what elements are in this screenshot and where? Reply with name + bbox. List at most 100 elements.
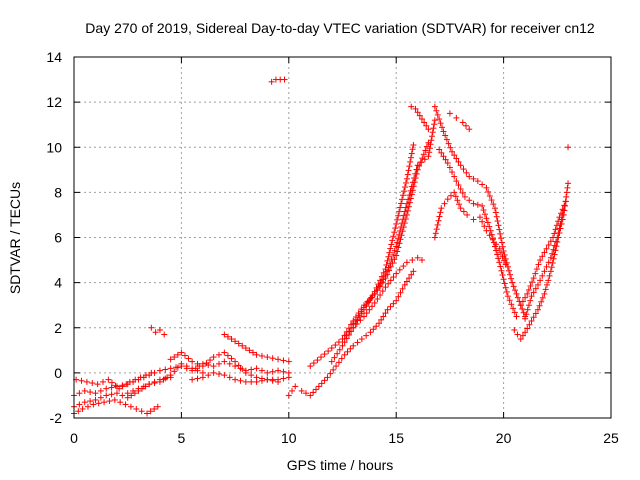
data-point bbox=[456, 201, 463, 208]
data-point bbox=[542, 286, 549, 293]
data-point bbox=[280, 357, 287, 364]
data-point bbox=[130, 387, 137, 394]
data-point bbox=[174, 351, 181, 358]
data-point bbox=[275, 356, 282, 363]
data-point bbox=[483, 227, 490, 234]
data-point bbox=[429, 133, 435, 140]
data-point bbox=[376, 320, 383, 327]
data-point bbox=[123, 381, 130, 388]
data-point bbox=[492, 205, 499, 212]
x-axis-label: GPS time / hours bbox=[287, 457, 394, 473]
data-point bbox=[502, 284, 509, 291]
data-point bbox=[558, 216, 565, 223]
data-point bbox=[461, 193, 468, 200]
data-point bbox=[412, 170, 419, 177]
axis-layer: 0 5 10 15 20 25 -2 0 2 4 6 8 10 12 14 bbox=[46, 49, 619, 446]
data-point bbox=[401, 184, 408, 191]
data-point bbox=[447, 192, 454, 199]
data-point bbox=[488, 197, 495, 204]
data-point bbox=[105, 376, 112, 383]
data-point bbox=[221, 349, 228, 356]
data-point bbox=[479, 181, 486, 188]
data-point bbox=[457, 185, 464, 192]
data-point bbox=[505, 267, 512, 274]
y-tick-label: 14 bbox=[46, 49, 62, 65]
data-point bbox=[369, 294, 376, 301]
data-point bbox=[210, 354, 217, 361]
data-point bbox=[339, 342, 346, 349]
data-point bbox=[510, 305, 517, 312]
data-point bbox=[534, 281, 541, 288]
x-tick-label: 15 bbox=[388, 430, 404, 446]
data-point bbox=[530, 275, 537, 282]
data-point bbox=[500, 276, 507, 283]
data-point bbox=[553, 222, 560, 229]
data-point bbox=[426, 149, 433, 156]
data-point bbox=[398, 200, 405, 207]
data-point bbox=[403, 278, 410, 285]
data-point bbox=[132, 376, 139, 383]
data-point bbox=[228, 336, 235, 343]
data-point bbox=[418, 257, 425, 264]
y-tick-label: 4 bbox=[54, 275, 62, 291]
data-point bbox=[358, 308, 365, 315]
data-point bbox=[94, 381, 101, 388]
data-point bbox=[221, 331, 228, 338]
data-point bbox=[76, 390, 83, 397]
data-point bbox=[189, 358, 196, 365]
data-point bbox=[226, 374, 233, 381]
data-point bbox=[436, 146, 443, 153]
data-point bbox=[269, 355, 276, 362]
data-point bbox=[541, 249, 548, 256]
data-point bbox=[528, 317, 535, 324]
data-point bbox=[493, 213, 500, 220]
data-point bbox=[510, 283, 517, 290]
data-point bbox=[529, 279, 536, 286]
data-point bbox=[433, 226, 440, 233]
data-point bbox=[341, 332, 348, 339]
data-point bbox=[344, 348, 351, 355]
data-point bbox=[160, 376, 167, 383]
data-point bbox=[341, 351, 348, 358]
data-point bbox=[87, 398, 94, 405]
data-point bbox=[374, 295, 381, 302]
data-point bbox=[474, 178, 481, 185]
data-point bbox=[387, 245, 394, 252]
data-point bbox=[498, 235, 505, 242]
data-point bbox=[384, 306, 391, 313]
data-point bbox=[434, 111, 441, 118]
data-point bbox=[549, 259, 556, 266]
data-point bbox=[232, 338, 239, 345]
data-point bbox=[122, 401, 129, 408]
data-point bbox=[210, 369, 217, 376]
data-point bbox=[407, 154, 414, 161]
data-point bbox=[366, 297, 373, 304]
data-point bbox=[418, 159, 425, 166]
data-point bbox=[453, 114, 460, 121]
data-point bbox=[285, 392, 292, 399]
data-point bbox=[425, 126, 432, 133]
data-point bbox=[562, 198, 569, 205]
data-point bbox=[373, 323, 380, 330]
data-point bbox=[559, 206, 566, 213]
data-point bbox=[390, 300, 397, 307]
data-point bbox=[116, 385, 123, 392]
data-point bbox=[454, 197, 461, 204]
data-point bbox=[524, 325, 531, 332]
data-point bbox=[524, 306, 531, 313]
data-point bbox=[84, 403, 91, 410]
data-point bbox=[334, 350, 341, 357]
data-point bbox=[194, 375, 201, 382]
y-tick-label: 0 bbox=[54, 365, 62, 381]
data-point bbox=[325, 348, 332, 355]
data-point bbox=[133, 405, 140, 412]
data-point bbox=[410, 141, 417, 148]
data-point bbox=[503, 288, 510, 295]
data-point bbox=[492, 209, 499, 216]
data-point bbox=[486, 232, 493, 239]
data-point bbox=[489, 236, 496, 243]
data-point bbox=[215, 351, 222, 358]
data-point bbox=[547, 268, 554, 275]
data-point bbox=[408, 271, 415, 278]
x-tick-label: 20 bbox=[496, 430, 512, 446]
